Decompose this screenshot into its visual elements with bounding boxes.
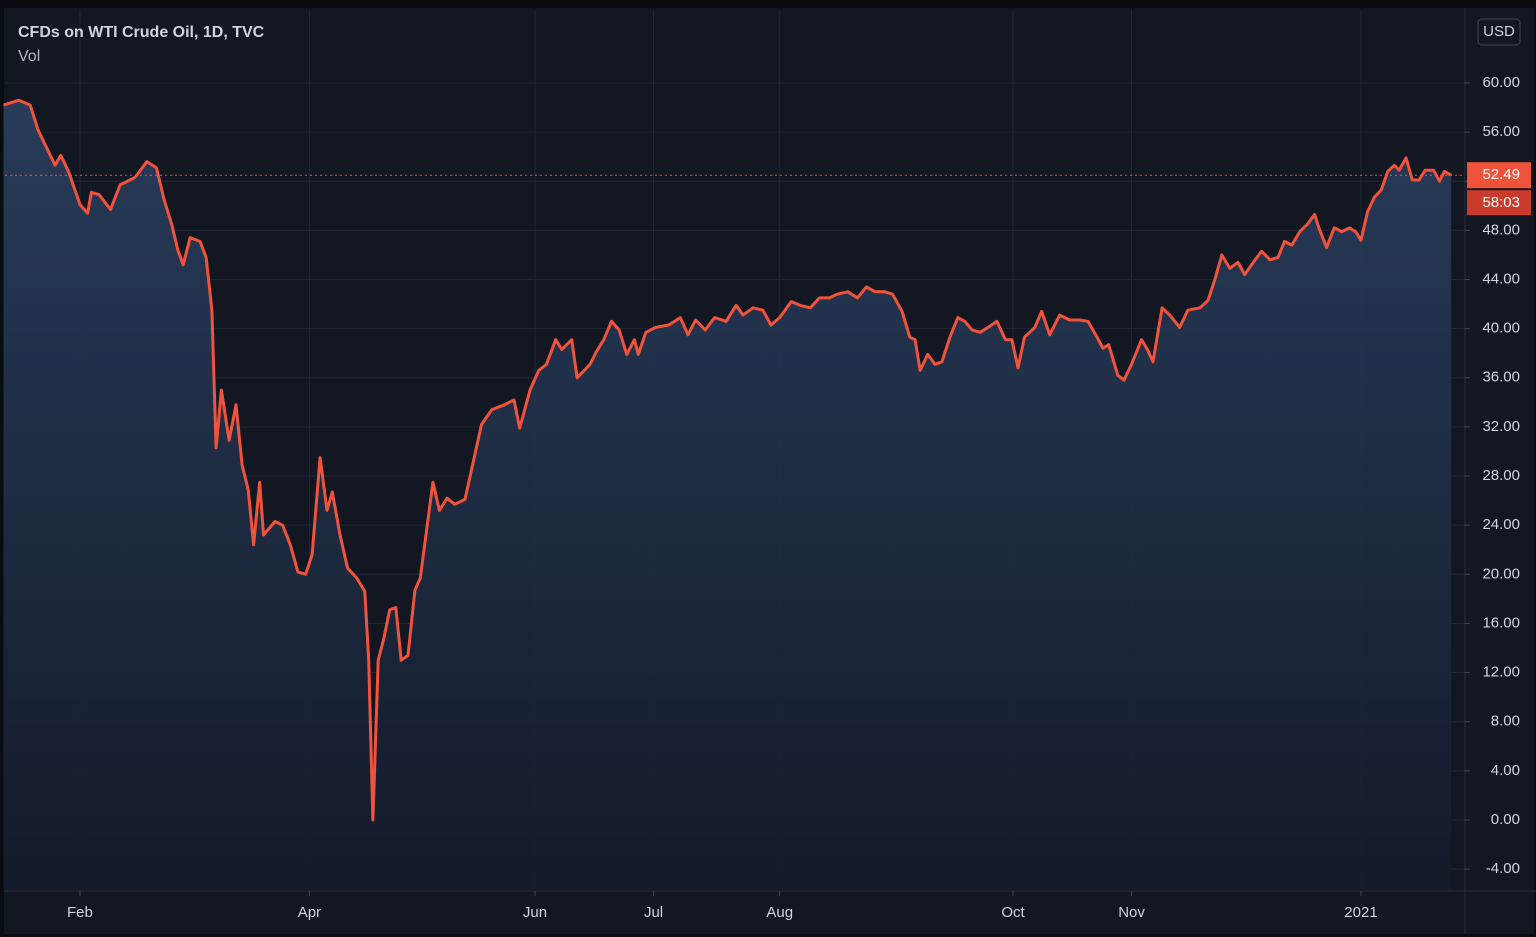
last-price-box <box>1467 162 1531 189</box>
price-area <box>3 100 1452 890</box>
plot <box>3 98 1465 890</box>
y-tick-label: 40.00 <box>1482 320 1520 337</box>
x-tick-label: Aug <box>766 904 793 921</box>
y-tick-label: 56.00 <box>1482 123 1520 140</box>
currency-label[interactable]: USD <box>1483 23 1515 40</box>
price-line <box>3 98 1452 822</box>
x-tick-label: Jul <box>644 904 663 921</box>
indicator-label: Vol <box>18 48 40 65</box>
y-tick-label: 36.00 <box>1482 369 1520 386</box>
y-tick-label: 44.00 <box>1482 270 1520 287</box>
y-tick-label: 16.00 <box>1482 614 1520 631</box>
x-tick-label: Apr <box>298 904 321 921</box>
x-tick-label: Oct <box>1001 904 1025 921</box>
y-tick-label: -4.00 <box>1486 860 1520 877</box>
currency-button[interactable] <box>1477 18 1521 46</box>
y-tick-label: 8.00 <box>1491 713 1520 730</box>
x-tick-label: 2021 <box>1344 904 1377 921</box>
y-tick-label: 28.00 <box>1482 467 1520 484</box>
axes: -4.00 0.00 4.00 8.00 12.00 16.00 20.00 24.00 28.… <box>67 74 1531 921</box>
y-tick-label: 4.00 <box>1491 762 1520 779</box>
y-tick-label: 0.00 <box>1491 811 1520 828</box>
y-tick-label: 24.00 <box>1482 516 1520 533</box>
last-price-label: 52.49 <box>1482 166 1520 183</box>
x-tick-label: Feb <box>67 904 93 921</box>
countdown-box <box>1467 190 1531 216</box>
x-tick-label: Nov <box>1118 904 1145 921</box>
y-tick-label: 20.00 <box>1482 565 1520 582</box>
x-tick-label: Jun <box>523 904 547 921</box>
y-tick-label: 48.00 <box>1482 221 1520 238</box>
y-tick-label: 60.00 <box>1482 74 1520 91</box>
y-tick-label: 12.00 <box>1482 664 1520 681</box>
countdown-label: 58:03 <box>1482 194 1520 211</box>
chart-title: CFDs on WTI Crude Oil, 1D, TVC <box>18 24 265 41</box>
y-tick-label: 32.00 <box>1482 418 1520 435</box>
